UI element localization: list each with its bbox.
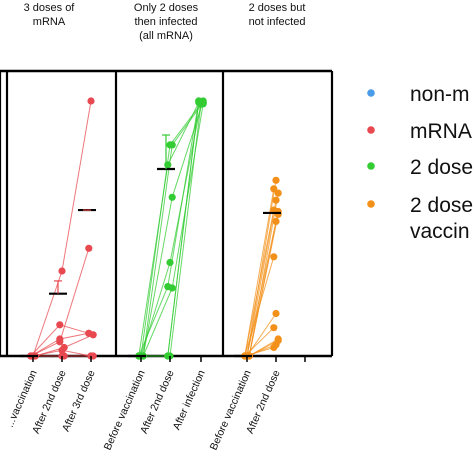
data-point [58,267,66,275]
data-point [56,321,64,329]
data-point [85,244,93,252]
data-point [168,141,176,149]
data-point [272,176,280,184]
legend-label: mRNA [410,120,472,143]
data-point [168,284,176,292]
subject-line [138,100,200,357]
legend-label: 2 dose [410,194,473,217]
panel-titles: 3 doses of mRNA Only 2 doses then infected (… [24,2,306,42]
x-tick-label: Before vaccination [208,368,254,452]
data-point [56,335,64,343]
panel-title-line: (all mRNA) [139,30,193,42]
data-point [164,161,172,169]
data-point [85,329,93,337]
data-point [166,258,174,267]
mean-markers [20,134,281,358]
data-point [270,185,278,193]
legend-label: non-m [410,83,470,106]
data-point [270,253,278,261]
data-point [58,346,66,354]
data-point [274,336,282,344]
subject-line [32,100,92,357]
panel-title-line: not infected [249,16,306,28]
subject-line [138,100,200,357]
data-point [270,324,278,332]
subject-line [248,214,279,357]
subject-line [138,102,200,357]
panel-title-line: 2 doses but [249,2,306,14]
legend-marker [367,200,375,208]
legend-marker [367,126,375,134]
subject-line [138,100,200,357]
data-point [272,217,280,225]
data-point [274,189,282,197]
plot-frame [0,69,334,358]
x-tick-label: After infection [171,368,208,432]
legend-marker [367,162,375,170]
data-point [168,193,176,201]
subject-lines [30,100,279,357]
legend: non-m mRNA 2 dose 2 dose vaccin [367,83,473,243]
x-tick-label: Before vaccination [102,368,148,452]
data-point [272,309,280,318]
legend-label: vaccin [410,220,470,243]
subject-line [244,188,275,357]
panel-title-line: 3 doses of [24,2,76,14]
subject-line [246,313,277,357]
data-point [274,210,282,218]
panel-title-line: then infected [135,16,198,28]
data-point [87,97,95,105]
data-point [272,196,280,204]
legend-marker [367,89,375,97]
panel-title-line: mRNA [33,16,66,28]
data-point [195,97,203,105]
subject-line [246,200,277,357]
data-points [27,97,282,360]
legend-label: 2 dose [410,156,473,179]
panel-title-line: Only 2 doses [134,2,199,14]
